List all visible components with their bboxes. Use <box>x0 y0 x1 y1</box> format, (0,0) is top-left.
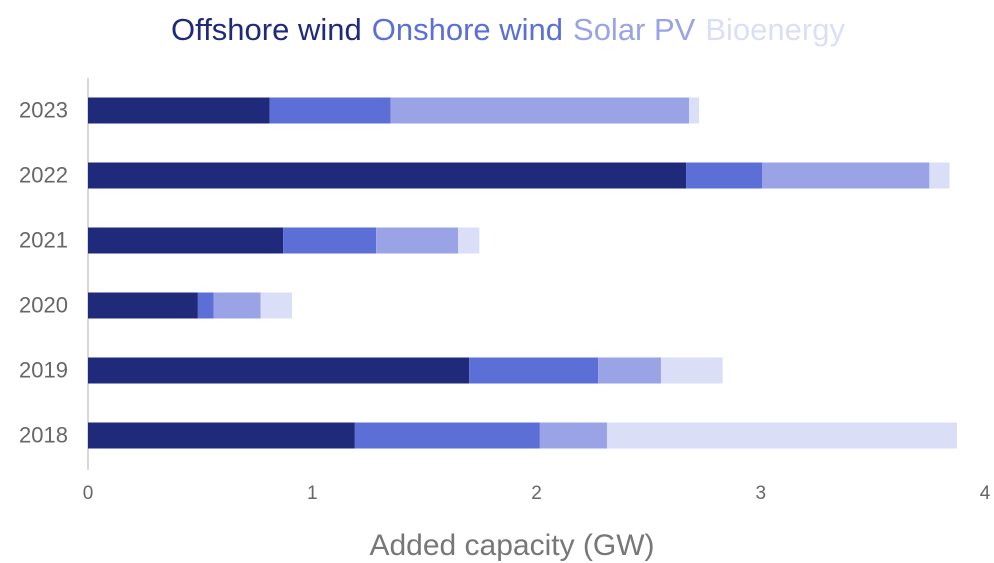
x-tick-label: 2 <box>531 483 542 504</box>
x-tick-label: 3 <box>755 483 766 504</box>
bar-segment <box>260 292 293 319</box>
bar-segment <box>88 227 284 254</box>
bar-segment <box>660 357 723 384</box>
legend: Offshore wind Onshore wind Solar PV Bioener… <box>171 12 845 47</box>
bar-segment <box>458 227 480 254</box>
bar-segment <box>469 357 599 384</box>
bar-segment <box>539 422 608 449</box>
bar-segment <box>197 292 214 319</box>
bar-segment <box>88 292 198 319</box>
x-tick-label: 4 <box>980 483 991 504</box>
bar-segment <box>88 357 470 384</box>
legend-item: Solar PV <box>573 12 696 47</box>
x-tick-label: 1 <box>307 483 318 504</box>
bar-segment <box>598 357 661 384</box>
y-tick-label: 2020 <box>19 292 68 317</box>
y-tick-label: 2023 <box>19 97 68 122</box>
x-axis-label: Added capacity (GW) <box>369 529 654 562</box>
bar-segment <box>88 162 687 189</box>
bar-segment <box>390 97 689 124</box>
bar-segment <box>929 162 950 189</box>
legend-item: Onshore wind <box>372 12 563 47</box>
bar-segment <box>283 227 377 254</box>
bar-segment <box>88 422 355 449</box>
bar-segment <box>269 97 391 124</box>
y-tick-label: 2018 <box>19 422 68 447</box>
y-tick-label: 2019 <box>19 357 68 382</box>
bar-segment <box>686 162 763 189</box>
y-tick-label: 2022 <box>19 162 68 187</box>
bar-segment <box>762 162 930 189</box>
bar-segment <box>688 97 700 124</box>
y-tick-label: 2021 <box>19 227 68 252</box>
bar-segment <box>213 292 261 319</box>
legend-item: Bioenergy <box>705 12 845 47</box>
bar-segment <box>354 422 540 449</box>
bar-segment <box>88 97 270 124</box>
x-tick-label: 0 <box>83 483 94 504</box>
bar-segment <box>376 227 459 254</box>
legend-item: Offshore wind <box>171 12 362 47</box>
bar-segment <box>607 422 957 449</box>
